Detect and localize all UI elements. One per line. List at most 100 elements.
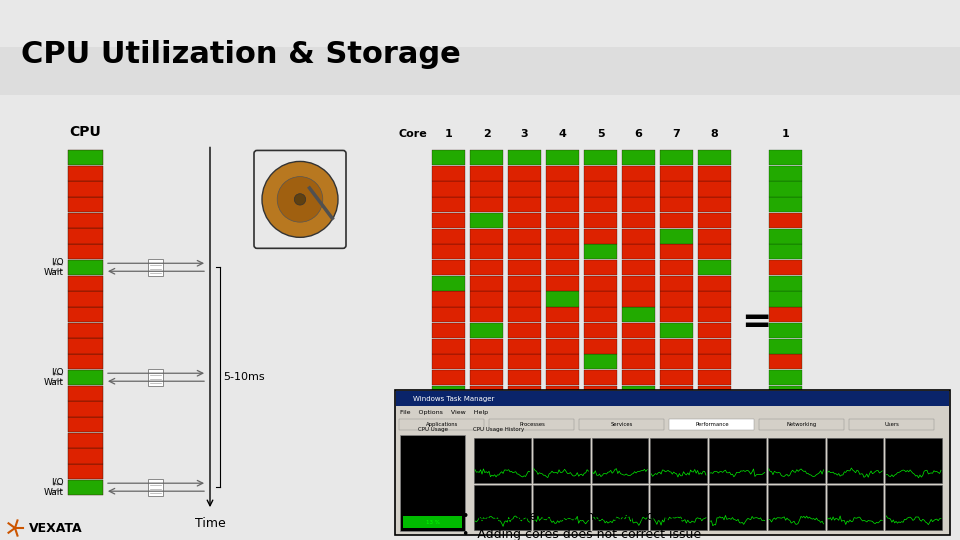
Bar: [769, 323, 802, 338]
Bar: [622, 197, 655, 212]
Bar: [508, 370, 541, 385]
Text: 5-10ms: 5-10ms: [223, 372, 265, 382]
Bar: [885, 485, 942, 530]
Bar: [508, 181, 541, 197]
Bar: [622, 260, 655, 275]
Bar: [584, 260, 617, 275]
Bar: [396, 418, 949, 431]
Bar: [508, 292, 541, 307]
Bar: [508, 166, 541, 181]
Bar: [622, 449, 655, 464]
Bar: [584, 197, 617, 212]
Bar: [474, 438, 531, 483]
Text: 1: 1: [781, 130, 789, 139]
Bar: [769, 228, 802, 244]
Bar: [660, 339, 693, 354]
Bar: [470, 244, 503, 259]
Bar: [508, 228, 541, 244]
Bar: [769, 370, 802, 385]
Bar: [769, 401, 802, 416]
Bar: [508, 244, 541, 259]
Bar: [698, 197, 731, 212]
Bar: [470, 370, 503, 385]
Bar: [68, 228, 103, 244]
Bar: [660, 464, 693, 480]
Bar: [432, 276, 465, 291]
Bar: [827, 438, 883, 483]
Bar: [622, 480, 655, 495]
Bar: [698, 464, 731, 480]
Bar: [508, 150, 541, 165]
Bar: [470, 150, 503, 165]
Text: 4: 4: [559, 130, 566, 139]
Text: VEXATA: VEXATA: [29, 522, 83, 535]
Bar: [68, 166, 103, 181]
Bar: [584, 433, 617, 448]
Bar: [396, 406, 949, 418]
Text: Processes: Processes: [519, 422, 545, 427]
Bar: [470, 276, 503, 291]
Bar: [508, 339, 541, 354]
Bar: [584, 401, 617, 416]
Bar: [432, 370, 465, 385]
Bar: [584, 480, 617, 495]
Bar: [769, 354, 802, 369]
Bar: [622, 292, 655, 307]
Bar: [546, 339, 579, 354]
Bar: [148, 259, 163, 276]
Bar: [432, 386, 465, 401]
Bar: [769, 292, 802, 307]
Bar: [546, 292, 579, 307]
Bar: [470, 339, 503, 354]
Bar: [660, 166, 693, 181]
Bar: [546, 260, 579, 275]
Bar: [709, 438, 766, 483]
Bar: [432, 354, 465, 369]
Bar: [68, 197, 103, 212]
Bar: [769, 166, 802, 181]
Bar: [546, 449, 579, 464]
Bar: [508, 417, 541, 432]
Bar: [432, 449, 465, 464]
Bar: [769, 417, 802, 432]
Bar: [68, 275, 103, 291]
Bar: [470, 449, 503, 464]
Text: •  Adding cores does not correct issue: • Adding cores does not correct issue: [462, 528, 701, 540]
Bar: [432, 150, 465, 165]
Bar: [885, 438, 942, 483]
Bar: [470, 228, 503, 244]
Bar: [470, 292, 503, 307]
Bar: [759, 419, 844, 430]
Text: CPU Usage History: CPU Usage History: [473, 427, 524, 432]
Bar: [660, 244, 693, 259]
Bar: [584, 417, 617, 432]
Bar: [68, 291, 103, 307]
Bar: [546, 197, 579, 212]
Bar: [68, 386, 103, 401]
Bar: [68, 433, 103, 448]
Bar: [68, 244, 103, 259]
Bar: [584, 354, 617, 369]
Text: Wait: Wait: [44, 268, 64, 277]
Text: •  CPU's are faster than hard drives: • CPU's are faster than hard drives: [462, 510, 684, 523]
Bar: [546, 354, 579, 369]
Bar: [622, 213, 655, 228]
Bar: [698, 323, 731, 338]
Bar: [769, 150, 802, 165]
Bar: [432, 307, 465, 322]
Bar: [432, 292, 465, 307]
Bar: [68, 307, 103, 322]
Bar: [584, 464, 617, 480]
Bar: [470, 181, 503, 197]
Text: Networking: Networking: [787, 422, 817, 427]
Bar: [650, 485, 707, 530]
Text: Services: Services: [611, 422, 634, 427]
Bar: [508, 401, 541, 416]
Bar: [432, 213, 465, 228]
Bar: [660, 480, 693, 495]
Bar: [584, 228, 617, 244]
Bar: [508, 433, 541, 448]
Bar: [622, 323, 655, 338]
Bar: [470, 464, 503, 480]
Text: Users: Users: [884, 422, 900, 427]
